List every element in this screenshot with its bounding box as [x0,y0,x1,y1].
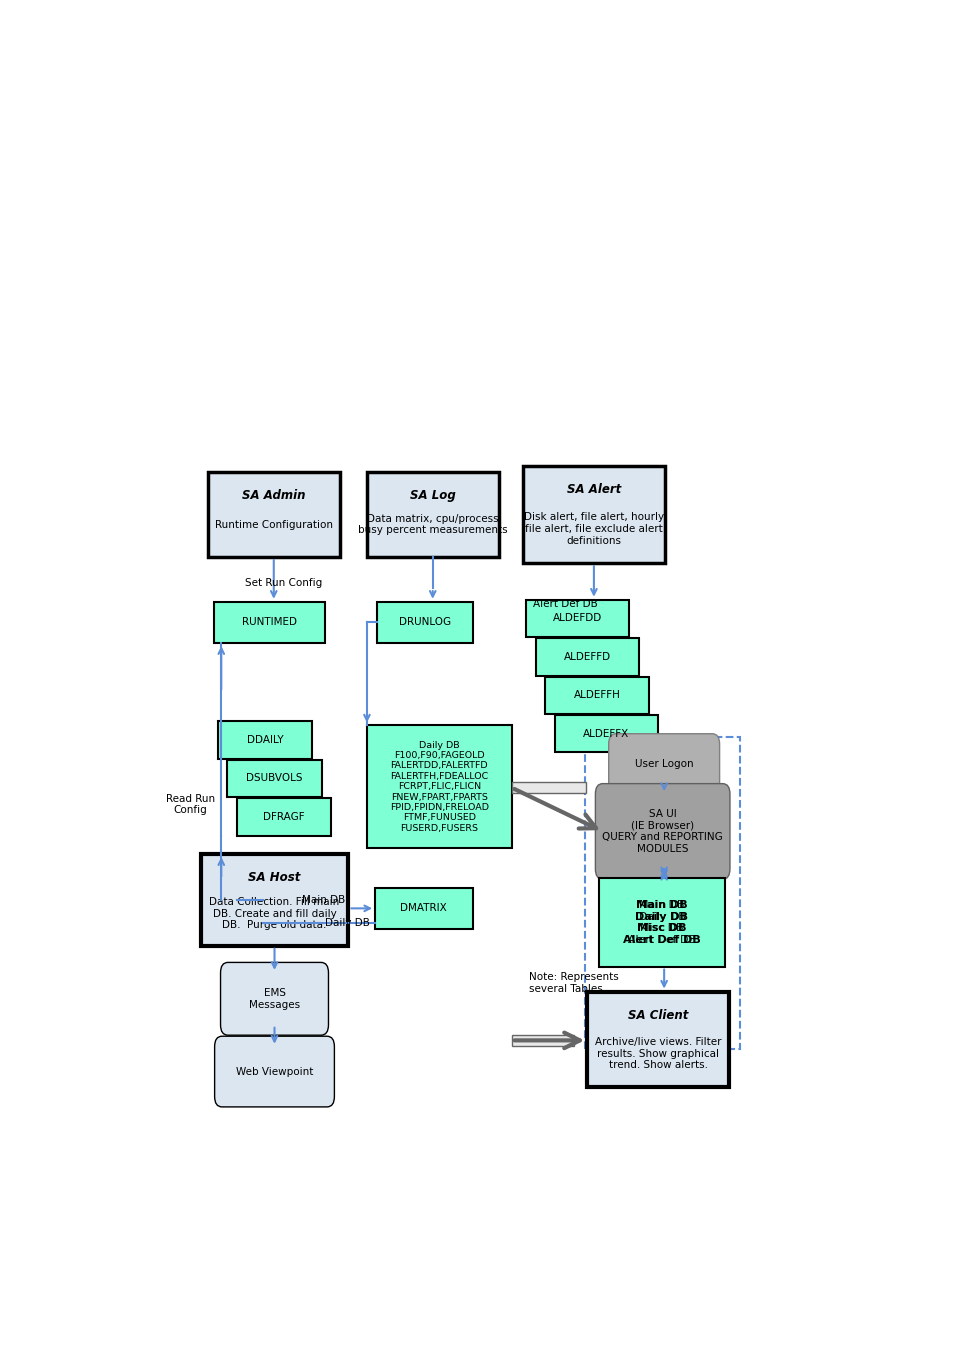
FancyBboxPatch shape [608,734,719,794]
FancyBboxPatch shape [522,466,664,563]
Text: DDAILY: DDAILY [246,734,283,745]
FancyBboxPatch shape [367,725,512,848]
Text: EMS
Messages: EMS Messages [249,988,300,1010]
FancyBboxPatch shape [376,602,472,644]
Text: Data matrix, cpu/process
busy percent measurements: Data matrix, cpu/process busy percent me… [357,514,507,536]
Text: DSUBVOLS: DSUBVOLS [246,774,302,783]
Text: RUNTIMED: RUNTIMED [241,617,296,628]
FancyBboxPatch shape [595,783,729,879]
FancyBboxPatch shape [236,798,331,836]
Text: Archive/live views. Filter
results. Show graphical
trend. Show alerts.: Archive/live views. Filter results. Show… [595,1037,720,1071]
Text: SA Log: SA Log [410,489,456,502]
Text: DMATRIX: DMATRIX [400,903,447,914]
FancyBboxPatch shape [375,887,472,929]
Text: ALDEFDD: ALDEFDD [553,613,601,624]
Text: SA Host: SA Host [248,871,300,884]
FancyBboxPatch shape [220,963,328,1035]
FancyBboxPatch shape [535,639,639,675]
Text: Web Viewpoint: Web Viewpoint [235,1066,313,1076]
Text: Main DB
Daily DB
Misc DB
Alert Def DB: Main DB Daily DB Misc DB Alert Def DB [622,900,700,945]
Text: Disk alert, file alert, hourly
file alert, file exclude alert
definitions: Disk alert, file alert, hourly file aler… [523,513,663,545]
FancyBboxPatch shape [598,879,724,967]
Text: Note: Represents
several Tables.: Note: Represents several Tables. [528,972,618,994]
FancyBboxPatch shape [217,721,312,759]
Text: Alert Def DB: Alert Def DB [533,599,598,609]
Text: User Logon: User Logon [634,759,693,769]
FancyBboxPatch shape [554,716,658,752]
Text: Runtime Configuration: Runtime Configuration [214,520,333,529]
Text: DFRAGF: DFRAGF [263,811,305,822]
Text: DRUNLOG: DRUNLOG [398,617,450,628]
FancyBboxPatch shape [587,991,728,1087]
FancyBboxPatch shape [213,602,324,644]
Text: SA Admin: SA Admin [242,489,305,502]
Text: ALDEFFH: ALDEFFH [573,690,619,701]
Text: SA Alert: SA Alert [566,483,620,497]
Text: Read Run
Config: Read Run Config [166,794,214,815]
Text: SA UI
(IE Browser)
QUERY and REPORTING
MODULES: SA UI (IE Browser) QUERY and REPORTING M… [601,809,722,853]
FancyBboxPatch shape [227,760,321,796]
FancyBboxPatch shape [512,1034,573,1046]
Text: Main DB
Daily DB
Misc DB
Alert Def DB: Main DB Daily DB Misc DB Alert Def DB [627,900,695,945]
Text: ALDEFFD: ALDEFFD [563,652,610,662]
Text: Daily DB: Daily DB [324,918,369,927]
Text: ALDEFFX: ALDEFFX [582,729,629,738]
Text: Daily DB
F100,F90,FAGEOLD
FALERTDD,FALERTFD
FALERTFH,FDEALLOC
FCRPT,FLIC,FLICN
F: Daily DB F100,F90,FAGEOLD FALERTDD,FALER… [390,741,488,833]
FancyBboxPatch shape [525,599,629,637]
FancyBboxPatch shape [214,1037,335,1107]
Text: SA Client: SA Client [627,1008,688,1022]
FancyBboxPatch shape [200,855,348,946]
Text: Set Run Config: Set Run Config [245,578,322,589]
FancyBboxPatch shape [512,782,586,794]
FancyBboxPatch shape [544,676,648,714]
FancyBboxPatch shape [367,471,498,558]
Text: Data Collection. Fill main
DB. Create and fill daily
DB.  Purge old data.: Data Collection. Fill main DB. Create an… [209,898,339,930]
Text: Main DB: Main DB [301,895,345,905]
FancyBboxPatch shape [208,471,339,558]
